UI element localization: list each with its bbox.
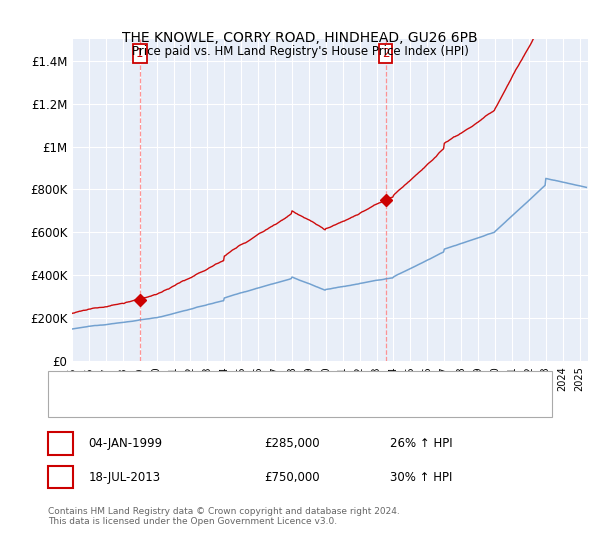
Text: THE KNOWLE, CORRY ROAD, HINDHEAD, GU26 6PB: THE KNOWLE, CORRY ROAD, HINDHEAD, GU26 6…	[122, 31, 478, 45]
Text: £750,000: £750,000	[264, 470, 320, 484]
Text: Price paid vs. HM Land Registry's House Price Index (HPI): Price paid vs. HM Land Registry's House …	[131, 45, 469, 58]
Text: 30% ↑ HPI: 30% ↑ HPI	[390, 470, 452, 484]
Text: 1: 1	[57, 437, 64, 450]
Text: £285,000: £285,000	[264, 437, 320, 450]
Text: 2: 2	[57, 470, 64, 484]
Text: Contains HM Land Registry data © Crown copyright and database right 2024.
This d: Contains HM Land Registry data © Crown c…	[48, 507, 400, 526]
Text: 26% ↑ HPI: 26% ↑ HPI	[390, 437, 452, 450]
Text: 1: 1	[136, 47, 143, 60]
Text: HPI: Average price, detached house, Waverley: HPI: Average price, detached house, Wave…	[111, 401, 352, 410]
Text: 18-JUL-2013: 18-JUL-2013	[88, 470, 160, 484]
Text: 04-JAN-1999: 04-JAN-1999	[88, 437, 163, 450]
Text: 2: 2	[382, 47, 389, 60]
Text: THE KNOWLE, CORRY ROAD, HINDHEAD, GU26 6PB (detached house): THE KNOWLE, CORRY ROAD, HINDHEAD, GU26 6…	[111, 380, 472, 390]
